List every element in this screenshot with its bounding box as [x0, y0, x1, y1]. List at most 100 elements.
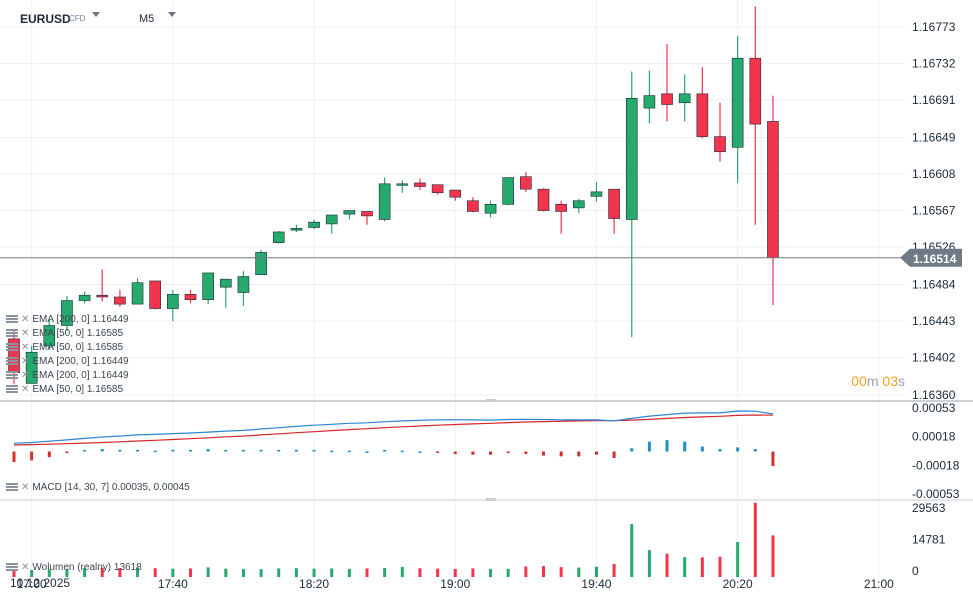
macd-axis-label: -0.00053 — [912, 487, 960, 501]
symbol-dropdown-caret-icon[interactable] — [92, 12, 100, 17]
instrument-type-badge: CFD — [69, 14, 86, 23]
price-axis-label: 1.16402 — [912, 351, 956, 365]
candle-body — [290, 228, 303, 231]
time-axis-label: 17:00 — [17, 577, 47, 591]
close-icon[interactable]: ✕ — [21, 314, 30, 325]
macd-histogram-bar — [136, 449, 140, 452]
price-axis-label: 1.16773 — [912, 20, 956, 34]
volume-bar — [700, 557, 704, 577]
macd-legend-label: MACD [14, 30, 7] 0.00035, 0.00045 — [32, 482, 190, 493]
ema-legend-row[interactable]: ✕ EMA [50, 0] 1.16585 — [6, 384, 123, 397]
timeframe-selector[interactable]: M5 — [139, 13, 155, 25]
candle-body — [378, 183, 391, 220]
volume-bar — [400, 566, 404, 577]
ema-legend-label: EMA [50, 0] 1.16585 — [32, 384, 124, 395]
ema-legend-label: EMA [50, 0] 1.16585 — [32, 342, 124, 353]
macd-histogram-bar — [718, 449, 722, 452]
candle — [661, 43, 673, 122]
macd-histogram-bar — [83, 449, 87, 452]
candle-body — [272, 231, 285, 243]
macd-histogram-bar — [559, 451, 563, 457]
candle — [184, 289, 197, 304]
ema-legend-row[interactable]: ✕ EMA [200, 0] 1.16449 — [6, 314, 129, 327]
macd-histogram-bar — [330, 450, 334, 453]
candle-body — [449, 189, 462, 198]
candle-body — [202, 272, 214, 300]
countdown-minutes: 00 — [851, 373, 867, 389]
macd-histogram-bar — [100, 449, 104, 452]
indicator-menu-icon[interactable] — [6, 482, 18, 492]
ema-legend-row[interactable]: ✕ EMA [200, 0] 1.16449 — [6, 370, 129, 383]
macd-histogram-bar — [612, 451, 616, 458]
candle-body — [767, 121, 779, 259]
ema-legend-label: EMA [50, 0] 1.16585 — [32, 328, 124, 339]
indicator-menu-icon[interactable] — [6, 314, 18, 324]
candle — [625, 71, 638, 338]
candle — [431, 184, 444, 195]
indicator-menu-icon[interactable] — [6, 370, 18, 380]
macd-legend[interactable]: ✕ MACD [14, 30, 7] 0.00035, 0.00045 — [6, 482, 190, 495]
macd-histogram-bar — [171, 449, 175, 452]
candle-body — [502, 177, 515, 205]
close-icon[interactable]: ✕ — [21, 328, 30, 339]
candle — [131, 278, 144, 305]
candle-body — [61, 300, 73, 326]
volume-bar — [118, 568, 122, 577]
candle — [290, 224, 303, 232]
ema-legend-row[interactable]: ✕ EMA [50, 0] 1.16585 — [6, 342, 123, 355]
volume-bar — [559, 567, 563, 577]
close-icon[interactable]: ✕ — [21, 370, 30, 381]
symbol-selector[interactable]: EURUSD — [20, 12, 71, 26]
macd-histogram-bar — [294, 449, 298, 452]
countdown-minutes-unit: m — [866, 373, 879, 389]
volume-legend-label: Wolumen (realny) 13618 — [32, 562, 142, 573]
close-icon[interactable]: ✕ — [21, 384, 30, 395]
candle-body — [537, 188, 550, 211]
candle — [396, 180, 409, 193]
indicator-menu-icon[interactable] — [6, 562, 18, 572]
macd-histogram-bar — [506, 451, 510, 454]
indicator-menu-icon[interactable] — [6, 342, 18, 352]
time-axis-label: 21:00 — [864, 577, 894, 591]
macd-histogram-bar — [489, 451, 493, 455]
volume-bar — [206, 567, 210, 577]
volume-bar — [347, 568, 351, 577]
macd-histogram-bar — [259, 449, 263, 452]
indicator-menu-icon[interactable] — [6, 328, 18, 338]
volume-bar — [12, 569, 16, 577]
date-label: 10.12.2025 — [10, 576, 71, 590]
ema-legend-row[interactable]: ✕ EMA [50, 0] 1.16585 — [6, 328, 123, 341]
volume-bar — [171, 568, 175, 577]
candle — [537, 188, 550, 212]
volume-bar — [436, 568, 440, 577]
candle-body — [467, 200, 479, 212]
volume-bar — [47, 569, 51, 577]
candle — [714, 102, 726, 162]
close-icon[interactable]: ✕ — [21, 562, 30, 573]
indicator-menu-icon[interactable] — [6, 356, 18, 366]
current-price-tag — [900, 248, 962, 267]
volume-bar — [418, 568, 422, 577]
macd-histogram-bar — [277, 449, 281, 452]
pane-resize-handle — [486, 498, 496, 501]
close-icon[interactable]: ✕ — [21, 356, 30, 367]
volume-bar — [577, 567, 581, 577]
macd-histogram-bar — [241, 449, 245, 452]
indicator-menu-icon[interactable] — [6, 384, 18, 394]
ema-legend-label: EMA [200, 0] 1.16449 — [32, 370, 129, 381]
volume-bar — [542, 566, 545, 577]
volume-bar — [453, 569, 457, 577]
close-icon[interactable]: ✕ — [21, 482, 30, 493]
macd-histogram-bar — [347, 450, 351, 453]
current-price-label: 1.16514 — [913, 252, 957, 266]
volume-legend[interactable]: ✕ Wolumen (realny) 13618 — [6, 562, 142, 575]
volume-bar — [489, 568, 493, 577]
macd-histogram-bar — [453, 451, 457, 454]
ema-slow-line — [13, 414, 773, 446]
candle — [678, 74, 691, 122]
ema-legend-row[interactable]: ✕ EMA [200, 0] 1.16449 — [6, 356, 129, 369]
timeframe-dropdown-caret-icon[interactable] — [168, 12, 176, 17]
volume-bar — [330, 568, 334, 577]
close-icon[interactable]: ✕ — [21, 342, 30, 353]
